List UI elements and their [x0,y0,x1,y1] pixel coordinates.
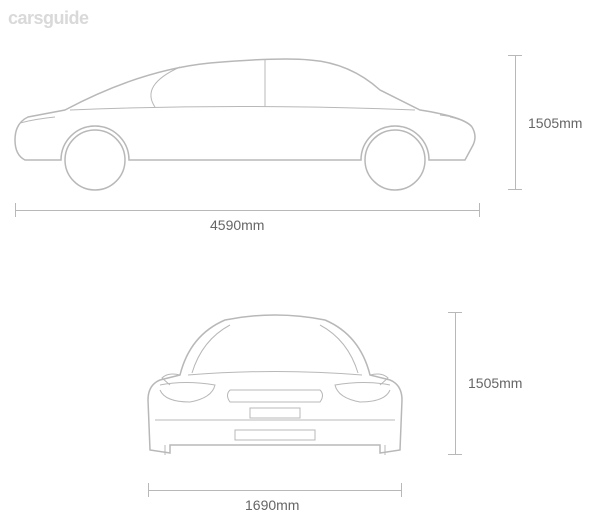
length-tick-right [479,203,480,217]
front-view-diagram: 1690mm 1505mm [130,290,550,510]
side-height-tick-bottom [508,189,522,190]
watermark-text: carsguide [8,8,89,29]
width-label: 1690mm [245,497,299,513]
front-height-tick-top [448,312,462,313]
length-label: 4590mm [210,217,264,233]
side-view-diagram: 4590mm 1505mm [10,45,570,220]
side-height-label: 1505mm [528,115,582,131]
width-rule [148,490,402,491]
car-side-svg [10,45,490,195]
front-height-tick-bottom [448,454,462,455]
width-tick-right [401,483,402,497]
side-height-rule [515,55,516,190]
front-height-rule [455,312,456,455]
side-height-tick-top [508,55,522,56]
length-tick-left [15,203,16,217]
width-tick-left [148,483,149,497]
front-height-label: 1505mm [468,375,522,391]
car-front-svg [130,290,420,465]
length-rule [15,210,480,211]
